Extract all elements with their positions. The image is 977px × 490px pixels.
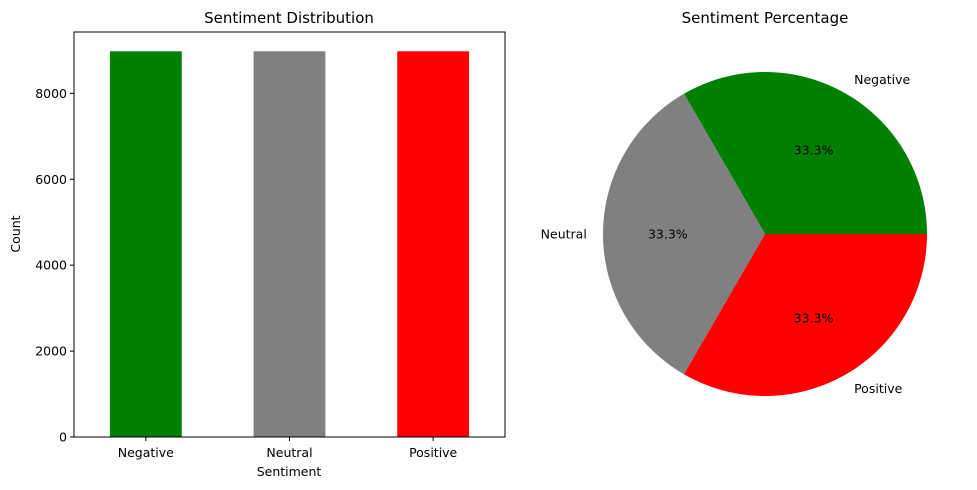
pie-pct-positive: 33.3% (794, 311, 834, 326)
pie-slice-negative (684, 71, 927, 234)
y-tick-label: 2000 (35, 344, 67, 359)
pie-chart: Sentiment Percentage Negative 33.3% Neutra… (541, 9, 927, 396)
x-tick-label: Negative (118, 445, 174, 460)
bar-negative (109, 51, 182, 438)
y-tick-label: 4000 (35, 258, 67, 273)
pie-pct-neutral: 33.3% (648, 227, 688, 242)
y-tick-label: 6000 (35, 172, 67, 187)
bar-marks (109, 51, 470, 438)
bar-y-axis-label: Count (8, 215, 23, 252)
pie-label-negative: Negative (854, 72, 910, 87)
pie-pct-negative: 33.3% (794, 142, 834, 157)
y-tick-label: 8000 (35, 86, 67, 101)
bar-chart: Sentiment Distribution 0 2000 4000 6000 8000… (8, 9, 506, 479)
pie-labels: Negative 33.3% Neutral 33.3% Positive 33.3% (541, 72, 911, 396)
bar-chart-title: Sentiment Distribution (204, 9, 374, 27)
pie-label-positive: Positive (854, 381, 902, 396)
pie-slice-positive (684, 234, 927, 396)
bar-positive (397, 51, 470, 438)
bar-neutral (253, 51, 326, 438)
y-tick-label: 0 (59, 430, 67, 445)
bar-plot-frame (73, 31, 506, 438)
pie-slices (603, 71, 927, 396)
pie-slice-neutral (603, 93, 765, 375)
pie-label-neutral: Neutral (541, 227, 587, 242)
pie-chart-title: Sentiment Percentage (682, 9, 849, 27)
x-tick-label: Positive (409, 445, 457, 460)
x-tick-label: Neutral (266, 445, 312, 460)
bar-x-ticks: Negative Neutral Positive (118, 437, 458, 460)
bar-x-axis-label: Sentiment (257, 464, 322, 479)
bar-y-ticks: 0 2000 4000 6000 8000 (35, 86, 74, 445)
